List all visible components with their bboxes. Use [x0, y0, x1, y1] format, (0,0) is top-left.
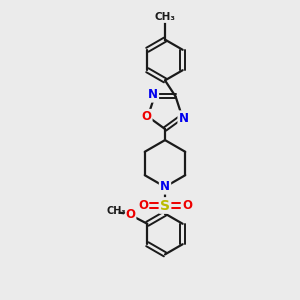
Text: O: O — [125, 208, 135, 221]
Text: CH₃: CH₃ — [154, 12, 176, 22]
Text: N: N — [160, 180, 170, 194]
Text: O: O — [138, 199, 148, 212]
Text: CH₃: CH₃ — [106, 206, 126, 216]
Text: N: N — [178, 112, 189, 124]
Text: S: S — [160, 199, 170, 212]
Text: N: N — [148, 88, 158, 101]
Text: O: O — [141, 110, 152, 123]
Text: O: O — [182, 199, 192, 212]
